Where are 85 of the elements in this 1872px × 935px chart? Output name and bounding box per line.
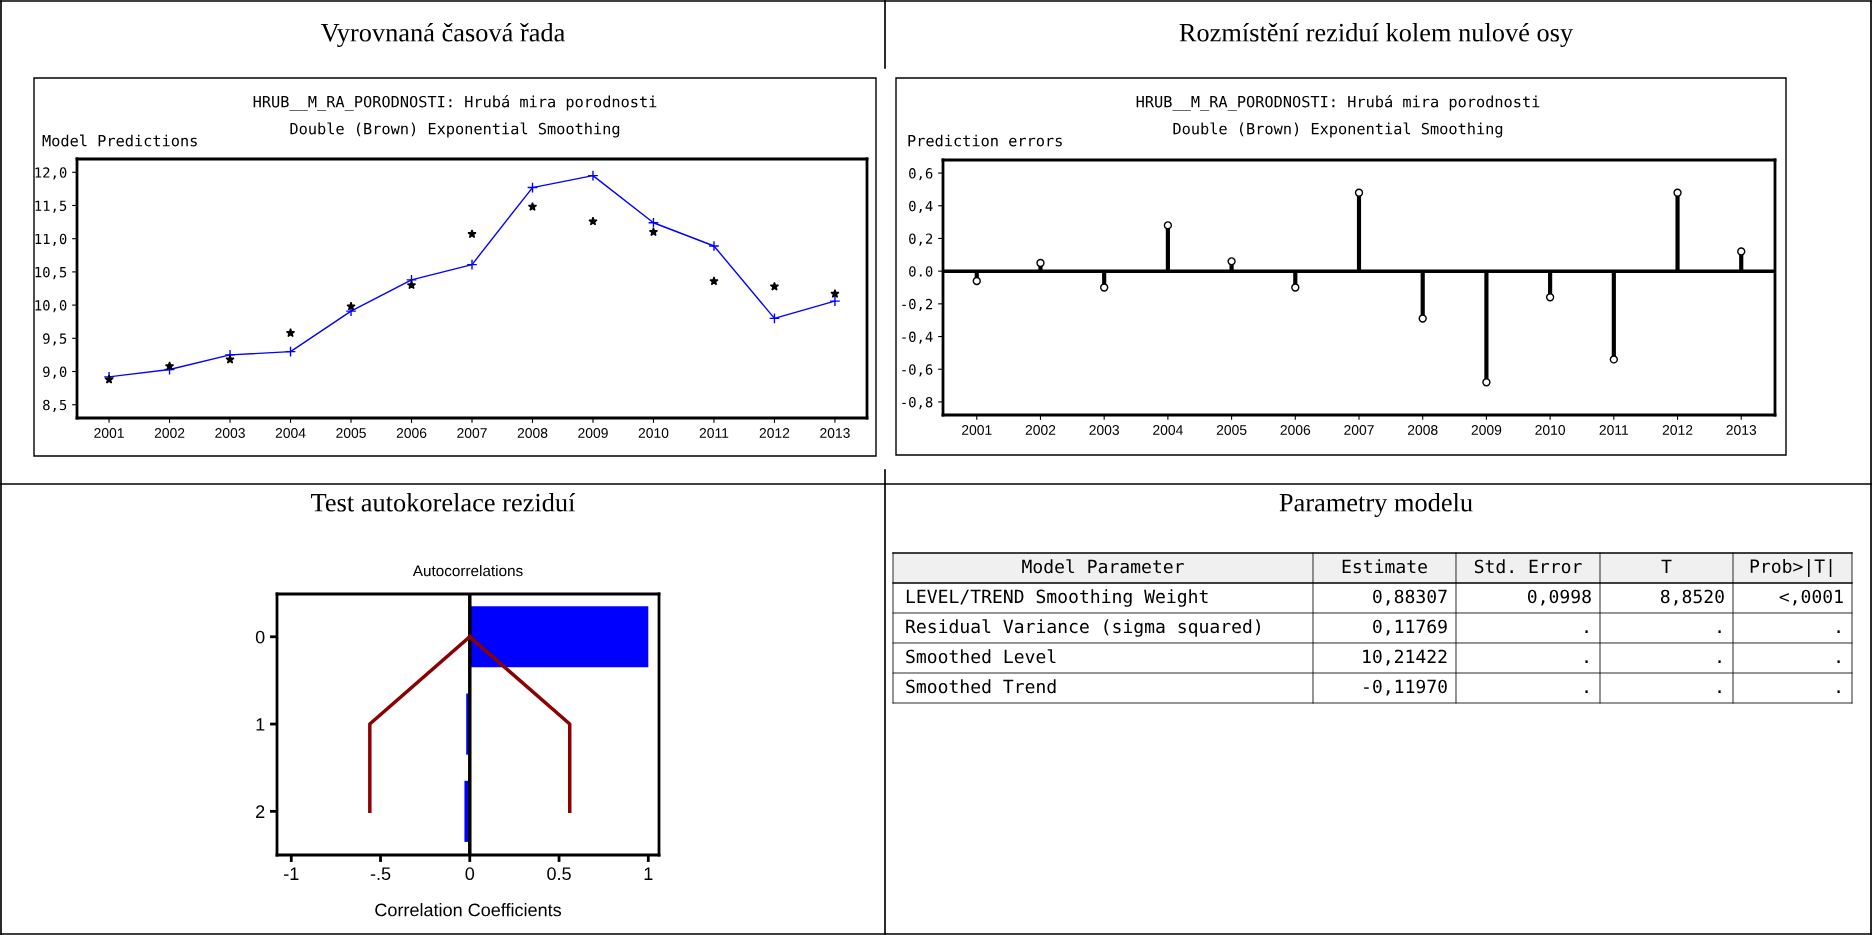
y-tick-label: 11,0 [35, 233, 67, 246]
text: . [1718, 660, 1721, 664]
x-tick-label: 2010 [638, 428, 669, 438]
category-label: T [1661, 559, 1672, 574]
y-tick-label: -0,4 [902, 331, 933, 344]
category-label: LEVEL/TREND Smoothing Weight [906, 589, 1208, 607]
x-tick-label: 2012 [1662, 425, 1693, 435]
x-tick-label: -1 [284, 867, 299, 880]
chart-title: Rozmístění reziduí kolem nulové osy [1179, 22, 1574, 48]
x-tick-label: 2006 [1280, 425, 1311, 435]
text: <,0001 [1779, 589, 1843, 606]
x-tick-label: 2004 [275, 428, 306, 438]
category-label: Model Parameter [1022, 559, 1184, 574]
y-tick-label: 8,5 [43, 399, 67, 412]
x-tick-label: 2004 [1153, 425, 1183, 435]
x-tick-label: 2012 [759, 428, 790, 438]
text: . [1585, 630, 1588, 634]
text: 0,88307 [1373, 589, 1447, 606]
y-tick-label: 10,5 [35, 266, 67, 280]
text: . [1585, 690, 1588, 694]
x-tick-label: 2001 [94, 428, 124, 438]
chart-title: Vyrovnaná časová řada [320, 22, 565, 48]
text: Parametry modelu [1279, 493, 1473, 517]
category-label: Estimate [1342, 559, 1427, 574]
y-tick-label: 0,4 [909, 200, 933, 214]
y-tick-label: 1 [256, 718, 265, 731]
x-tick-label: 1 [644, 867, 653, 880]
category-label: Residual Variance (sigma squared) [906, 619, 1260, 637]
chart-subtitle: HRUB__M_RA_PORODNOSTI: Hrubá mira porodnosti Double (Brown) Exponential Smoothing [1136, 95, 1540, 138]
x-tick-label: 2002 [154, 428, 185, 438]
text: 0,11769 [1373, 619, 1447, 636]
chart-subtitle: Autocorrelations [412, 565, 523, 577]
text: 8,8520 [1660, 589, 1724, 606]
category-label: Std. Error [1474, 559, 1582, 574]
text: . [1718, 630, 1721, 634]
x-tick-label: 2008 [517, 428, 548, 438]
y-tick-label: -0,8 [902, 396, 933, 410]
chart-title: Test autokorelace reziduí [311, 493, 576, 512]
y-tick-label: -0,6 [902, 364, 933, 377]
x-tick-label: 2007 [1344, 425, 1374, 435]
text: -0,11970 [1364, 679, 1447, 696]
text: 10,21422 [1363, 649, 1447, 666]
x-tick-label: 2003 [215, 428, 245, 438]
x-tick-label: 2007 [457, 428, 487, 438]
text: . [1837, 690, 1840, 694]
y-tick-label: 0.0 [909, 266, 933, 277]
category-label: Smoothed Level [906, 649, 1056, 664]
x-axis-title: Correlation Coefficients [375, 903, 562, 917]
x-tick-label: 0.5 [547, 867, 571, 881]
x-tick-label: 2011 [699, 428, 729, 438]
category-label: Prob>|T| [1750, 558, 1832, 578]
y-axis-title: Model Predictions [42, 134, 197, 147]
category-label: Smoothed Trend [906, 679, 1056, 694]
y-tick-label: 9,0 [43, 366, 67, 379]
text: . [1837, 630, 1840, 634]
x-tick-label: 2002 [1025, 425, 1056, 435]
text: . [1585, 660, 1588, 664]
x-tick-label: 2005 [1216, 425, 1247, 435]
text: 0,0998 [1527, 589, 1591, 606]
text: . [1718, 690, 1721, 694]
y-tick-label: -0,2 [902, 298, 933, 312]
y-tick-label: 0,6 [909, 168, 933, 181]
y-tick-label: 9,5 [43, 333, 67, 346]
y-tick-label: 12,0 [35, 167, 67, 180]
x-tick-label: 2013 [820, 428, 850, 438]
x-tick-label: 2013 [1726, 425, 1757, 435]
x-tick-label: 2010 [1535, 425, 1566, 435]
y-tick-label: 0 [255, 630, 265, 644]
y-tick-label: 2 [256, 805, 265, 818]
x-tick-label: 2005 [336, 428, 366, 438]
x-tick-label: 2011 [1599, 425, 1629, 435]
x-tick-label: -.5 [370, 867, 391, 881]
x-tick-label: 2006 [396, 428, 427, 438]
text: . [1837, 660, 1840, 664]
x-tick-label: 2009 [1471, 425, 1502, 435]
y-tick-label: 0,2 [909, 233, 933, 246]
x-tick-label: 2009 [578, 428, 608, 438]
x-tick-label: 2001 [962, 425, 992, 435]
chart-subtitle: HRUB__M_RA_PORODNOSTI: Hrubá mira porodnosti Double (Brown) Exponential Smoothing [253, 95, 657, 138]
y-axis-title: Prediction errors [908, 134, 1062, 147]
y-tick-label: 10,0 [35, 300, 67, 313]
x-tick-label: 0 [465, 867, 475, 881]
y-tick-label: 11,5 [35, 200, 67, 213]
x-tick-label: 2003 [1089, 425, 1120, 435]
x-tick-label: 2008 [1407, 425, 1438, 435]
